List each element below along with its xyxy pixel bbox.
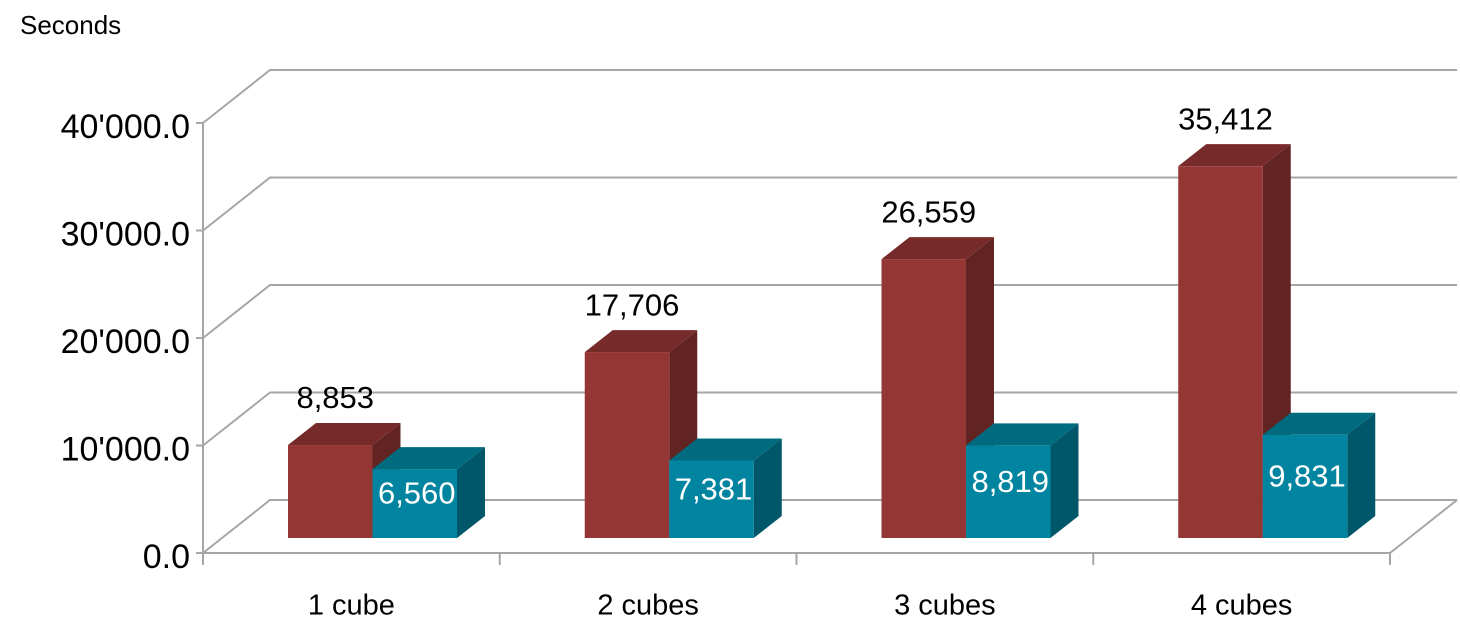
bar-top [669,438,782,461]
data-label: 35,412 [1178,101,1273,136]
bar-side [457,447,485,538]
x-tick-label: 3 cubes [894,590,996,622]
bar-side [753,438,782,538]
bar-top [288,423,401,446]
bar-top [1262,412,1376,435]
y-tick-label: 20'000.0 [61,323,190,361]
bar [288,445,373,538]
x-tick-label: 4 cubes [1191,590,1293,622]
x-tick-label: 2 cubes [597,590,699,622]
bar [881,259,966,538]
bar-top [584,330,698,353]
grid-line [202,69,1457,124]
x-tick-label: 1 cube [308,590,395,622]
data-label: 9,831 [1268,459,1346,494]
bar [966,445,1051,538]
bar-top [966,423,1079,446]
y-axis-label: Seconds [20,10,121,40]
y-tick-label: 0.0 [143,538,190,576]
bar-side [1347,412,1376,538]
bar [372,469,457,538]
bar [669,460,754,538]
data-label: 7,381 [675,471,753,506]
grid-line [202,391,1457,447]
bar-top [1178,144,1291,167]
bar [1262,434,1348,538]
data-label: 17,706 [585,287,680,322]
data-label: 8,853 [296,380,374,415]
data-label: 26,559 [881,194,976,229]
bar [1178,166,1263,538]
bar-side [1050,423,1079,538]
y-tick-label: 40'000.0 [61,108,190,146]
bar-top [881,237,994,260]
y-tick-label: 10'000.0 [61,430,190,468]
data-label: 8,819 [971,464,1049,499]
y-tick-label: 30'000.0 [61,215,190,253]
data-label: 6,560 [378,476,456,511]
bar [584,352,670,538]
bar-top [372,447,485,470]
grid-line [202,284,1457,339]
grid-line [202,176,1457,232]
